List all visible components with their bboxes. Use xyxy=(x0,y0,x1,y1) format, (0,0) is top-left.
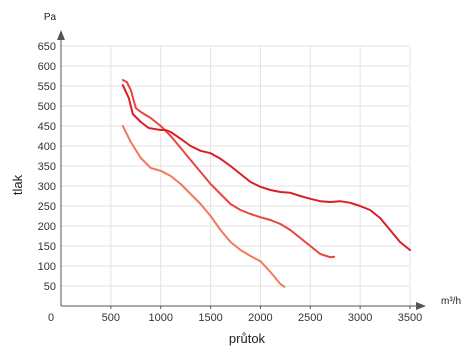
ticks: 50 100 150 200 250 300 350 400 450 500 550 600 650 50… xyxy=(38,41,423,324)
y-tick-label: 200 xyxy=(38,221,56,233)
y-tick-label: 550 xyxy=(38,81,56,93)
series-line-2 xyxy=(121,79,336,259)
x-axis-arrow xyxy=(416,302,426,310)
y-tick-label: 400 xyxy=(38,141,56,153)
series-line-3 xyxy=(121,84,411,251)
y-tick-label: 100 xyxy=(38,261,56,273)
y-tick-label: 250 xyxy=(38,201,56,213)
y-unit-label: Pa xyxy=(44,12,57,23)
x-tick-label: 3500 xyxy=(398,312,422,324)
y-tick-label: 500 xyxy=(38,101,56,113)
y-tick-label: 50 xyxy=(44,281,56,293)
grid xyxy=(61,45,411,306)
x-origin-label: 0 xyxy=(48,312,54,324)
x-tick-label: 2000 xyxy=(248,312,272,324)
x-tick-label: 2500 xyxy=(298,312,322,324)
y-tick-label: 650 xyxy=(38,41,56,53)
x-tick-label: 500 xyxy=(102,312,120,324)
y-tick-label: 350 xyxy=(38,161,56,173)
x-axis-title: průtok xyxy=(229,331,266,346)
x-unit-label: m³/h xyxy=(441,296,461,307)
axes xyxy=(57,30,426,310)
y-tick-label: 450 xyxy=(38,121,56,133)
x-tick-label: 1000 xyxy=(148,312,172,324)
y-axis-title: tlak xyxy=(10,174,25,195)
y-tick-label: 600 xyxy=(38,61,56,73)
series xyxy=(121,79,411,288)
x-tick-label: 1500 xyxy=(198,312,222,324)
y-tick-label: 150 xyxy=(38,241,56,253)
y-axis-arrow xyxy=(57,30,65,40)
x-tick-label: 3000 xyxy=(348,312,372,324)
series-line-1 xyxy=(121,125,286,288)
y-tick-label: 300 xyxy=(38,181,56,193)
